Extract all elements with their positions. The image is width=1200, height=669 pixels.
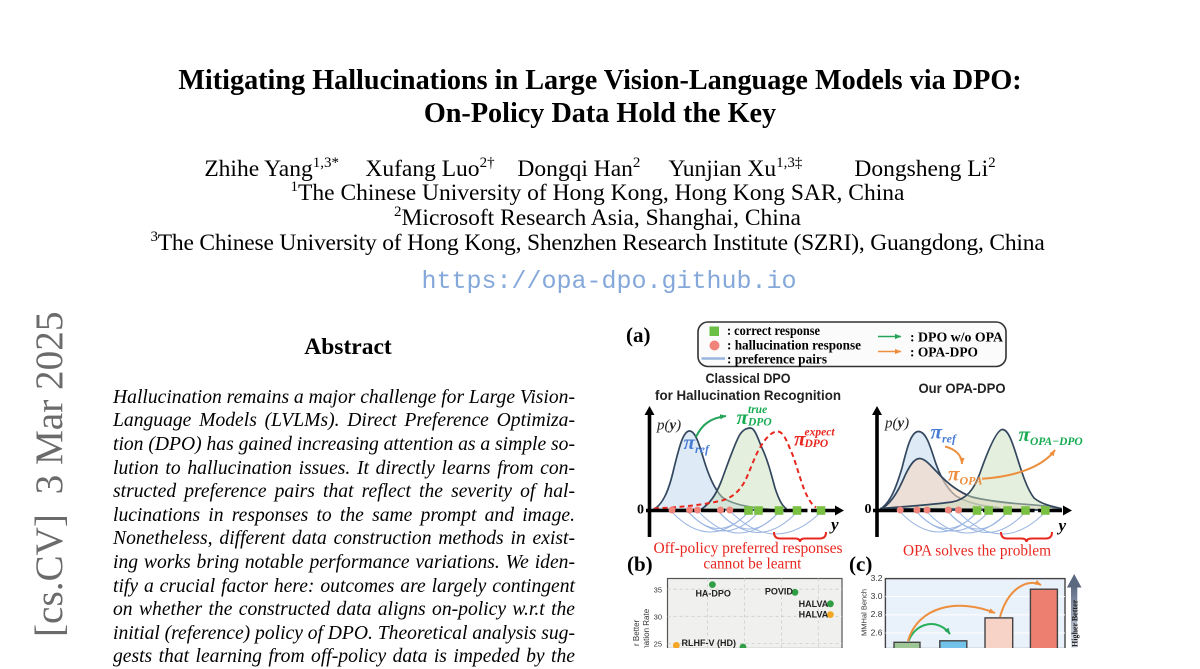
svg-text:Classical DPO: Classical DPO bbox=[706, 370, 791, 386]
svg-text:3.2: 3.2 bbox=[871, 573, 883, 583]
svg-text:OPA solves the problem: OPA solves the problem bbox=[903, 543, 1051, 560]
svg-text:HA-DPO: HA-DPO bbox=[695, 589, 731, 599]
svg-text:: OPA-DPO: : OPA-DPO bbox=[910, 345, 978, 360]
svg-text:π: π bbox=[737, 405, 749, 429]
svg-text:2.6: 2.6 bbox=[871, 627, 883, 637]
svg-text:y: y bbox=[1057, 516, 1067, 535]
svg-text:(c): (c) bbox=[849, 552, 872, 576]
svg-text:HALVA: HALVA bbox=[799, 599, 829, 609]
svg-text:true: true bbox=[748, 404, 767, 416]
svg-text:(b): (b) bbox=[627, 552, 653, 576]
svg-text:cannot be learnt: cannot be learnt bbox=[703, 556, 802, 573]
svg-text:: hallucination response: : hallucination response bbox=[727, 338, 861, 353]
svg-text:for Hallucination Recognition: for Hallucination Recognition bbox=[655, 387, 841, 403]
svg-text:πref: πref bbox=[931, 420, 957, 446]
svg-text:Our OPA-DPO: Our OPA-DPO bbox=[919, 380, 1006, 396]
svg-text:DPO: DPO bbox=[747, 417, 772, 429]
svg-text:(a): (a) bbox=[626, 323, 651, 347]
svg-text:p(y): p(y) bbox=[656, 418, 681, 434]
svg-text:0: 0 bbox=[637, 503, 644, 518]
svg-text:Higher Better: Higher Better bbox=[1071, 599, 1080, 647]
svg-text:expect: expect bbox=[805, 427, 836, 439]
svg-text:ucination Rate: ucination Rate bbox=[642, 608, 651, 648]
svg-text:2.8: 2.8 bbox=[871, 609, 883, 619]
svg-text:HALVA: HALVA bbox=[799, 609, 829, 619]
svg-text:y: y bbox=[829, 515, 839, 534]
svg-text:POVID: POVID bbox=[765, 586, 794, 596]
svg-text:: DPO w/o OPA: : DPO w/o OPA bbox=[910, 330, 1003, 345]
svg-text:πOPA−DPO: πOPA−DPO bbox=[1019, 422, 1083, 448]
svg-text:DPO: DPO bbox=[804, 438, 829, 450]
svg-text:3.0: 3.0 bbox=[871, 591, 883, 601]
svg-text:Off-policy preferred responses: Off-policy preferred responses bbox=[654, 540, 843, 557]
svg-text:π: π bbox=[794, 427, 806, 451]
svg-text:: preference pairs: : preference pairs bbox=[727, 352, 827, 367]
svg-text:35: 35 bbox=[654, 585, 662, 594]
svg-text:r Better: r Better bbox=[632, 619, 641, 646]
svg-text:p(y): p(y) bbox=[884, 416, 909, 432]
svg-text:0: 0 bbox=[865, 502, 872, 517]
svg-text:MMHal Bench: MMHal Bench bbox=[860, 589, 869, 636]
svg-text:25: 25 bbox=[654, 640, 662, 649]
svg-text:: correct response: : correct response bbox=[727, 323, 820, 338]
svg-text:πOPA: πOPA bbox=[948, 462, 983, 488]
svg-text:RLHF-V (HD): RLHF-V (HD) bbox=[682, 638, 737, 648]
svg-text:30: 30 bbox=[654, 612, 662, 621]
